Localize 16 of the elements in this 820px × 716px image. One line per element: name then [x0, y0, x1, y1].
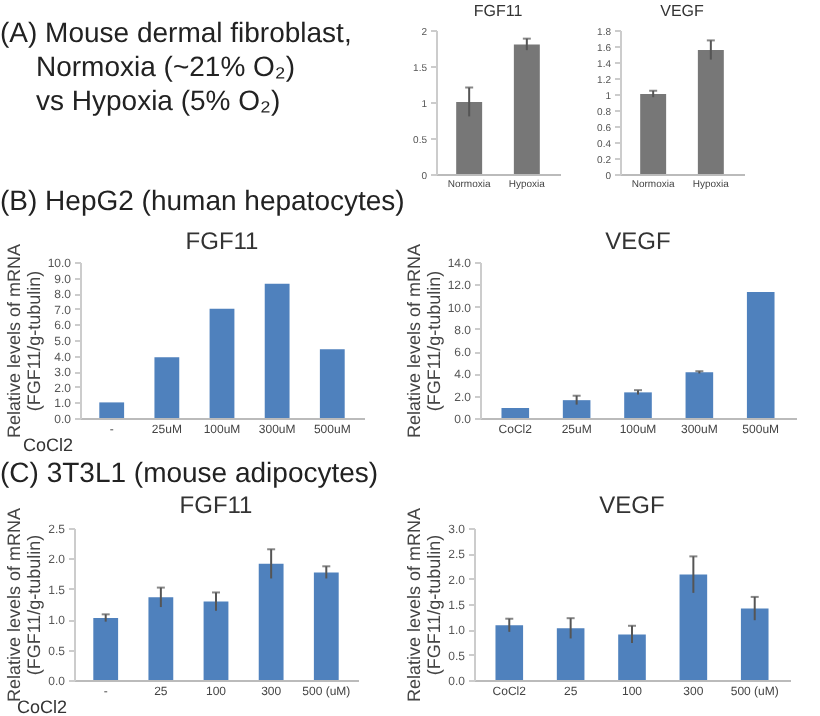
y-axis-title: Relative levels of mRNA (FGF11/g-tubulin)	[403, 243, 444, 439]
text: (B) HepG2 (human hepatocytes)	[0, 184, 405, 218]
chart-title: FGF11	[473, 2, 524, 20]
text: Normoxia (~21% O₂)	[34, 50, 298, 84]
y-axis-title: Relative levels of mRNA (FGF11/g-tubulin)	[404, 507, 445, 703]
chart-title: VEGF	[660, 2, 705, 20]
chart-title: FGF11	[185, 226, 260, 255]
chart-title: VEGF	[599, 490, 665, 519]
y-axis-title: Relative levels of mRNA (FGF11/g-tubulin)	[3, 243, 44, 439]
text: (C) 3T3L1 (mouse adipocytes)	[0, 456, 379, 490]
x-axis-title: CoCl2	[16, 697, 67, 716]
chart-title: VEGF	[605, 226, 671, 255]
y-axis-title: Relative levels of mRNA (FGF11/g-tubulin)	[4, 507, 45, 703]
text: vs Hypoxia (5% O₂)	[34, 84, 283, 118]
text: (A) Mouse dermal fibroblast,	[0, 16, 352, 50]
chart-title: FGF11	[179, 490, 254, 519]
